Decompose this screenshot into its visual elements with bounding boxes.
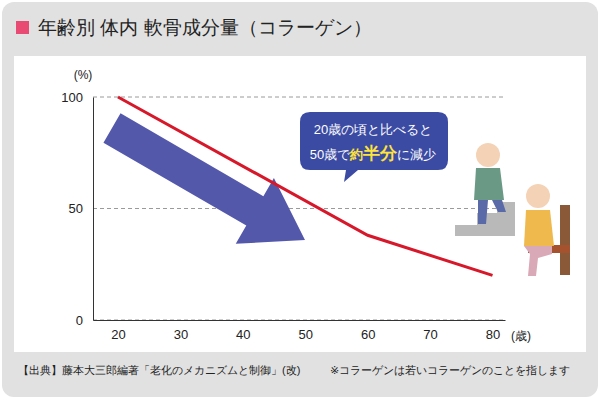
y-axis: 0 50 100 — [61, 90, 93, 328]
x-tick: 50 — [299, 320, 313, 342]
callout: 20歳の頃と比べると 50歳で約半分に減少 — [300, 112, 448, 182]
x-tick: 20 — [111, 320, 125, 342]
x-axis: 20 30 40 50 60 70 80 — [94, 320, 506, 342]
person-legs — [478, 200, 506, 224]
x-tick-label: 80 — [486, 327, 500, 342]
x-axis-title: (歳) — [511, 329, 531, 343]
callout-segment: 20歳の頃と比べると — [314, 122, 432, 137]
data-line — [118, 97, 493, 275]
illustration — [455, 143, 570, 276]
x-tick-label: 70 — [423, 327, 437, 342]
x-tick: 70 — [423, 320, 437, 342]
plot-panel — [14, 56, 586, 352]
callout-segment: 約 — [349, 147, 363, 162]
y-tick: 100 — [61, 90, 93, 105]
title: 年齢別 体内 軟骨成分量（コラーゲン） — [38, 17, 372, 38]
callout-segment: に減少 — [397, 147, 436, 162]
chair-back — [560, 205, 570, 275]
y-tick-label: 50 — [69, 201, 83, 216]
x-tick-label: 30 — [174, 327, 188, 342]
callout-segment: 半分 — [362, 144, 398, 163]
y-tick-label: 0 — [76, 313, 83, 328]
x-tick-label: 20 — [111, 327, 125, 342]
person2-head — [526, 184, 550, 208]
person2-body — [524, 210, 554, 246]
grid-line — [93, 97, 505, 98]
callout-text: 20歳の頃と比べると — [314, 122, 432, 137]
x-tick-label: 50 — [299, 327, 313, 342]
person-body — [474, 168, 504, 200]
grid — [93, 97, 505, 320]
person-head — [476, 143, 500, 167]
title-marker — [16, 21, 29, 34]
y-tick: 50 — [69, 201, 93, 216]
trend-arrow — [103, 113, 305, 243]
chart: 年齢別 体内 軟骨成分量（コラーゲン） 20 30 40 50 60 70 80 0 50 100 (… — [0, 0, 600, 399]
x-tick-label: 60 — [361, 327, 375, 342]
callout-text: 50歳で約半分に減少 — [310, 144, 436, 163]
x-tick: 40 — [236, 320, 250, 342]
x-axis-line — [94, 320, 506, 321]
y-tick: 0 — [76, 313, 93, 328]
person2-legs — [524, 246, 552, 276]
x-tick: 60 — [361, 320, 375, 342]
plot-marks — [118, 97, 493, 275]
y-axis-line — [93, 98, 94, 321]
grid-line — [93, 320, 505, 321]
source: 【出典】藤本大三郎編著「老化のメカニズムと制御」(改) — [18, 364, 300, 376]
grid-line — [93, 208, 505, 209]
card — [2, 2, 598, 397]
x-tick: 80 — [486, 320, 500, 342]
y-axis-title: (%) — [74, 68, 93, 82]
callout-bubble — [300, 112, 448, 182]
x-tick: 30 — [174, 320, 188, 342]
note: ※コラーゲンは若いコラーゲンのことを指します — [330, 364, 570, 377]
x-tick-label: 40 — [236, 327, 250, 342]
y-tick-label: 100 — [61, 90, 83, 105]
callout-segment: 50歳で — [310, 147, 351, 162]
